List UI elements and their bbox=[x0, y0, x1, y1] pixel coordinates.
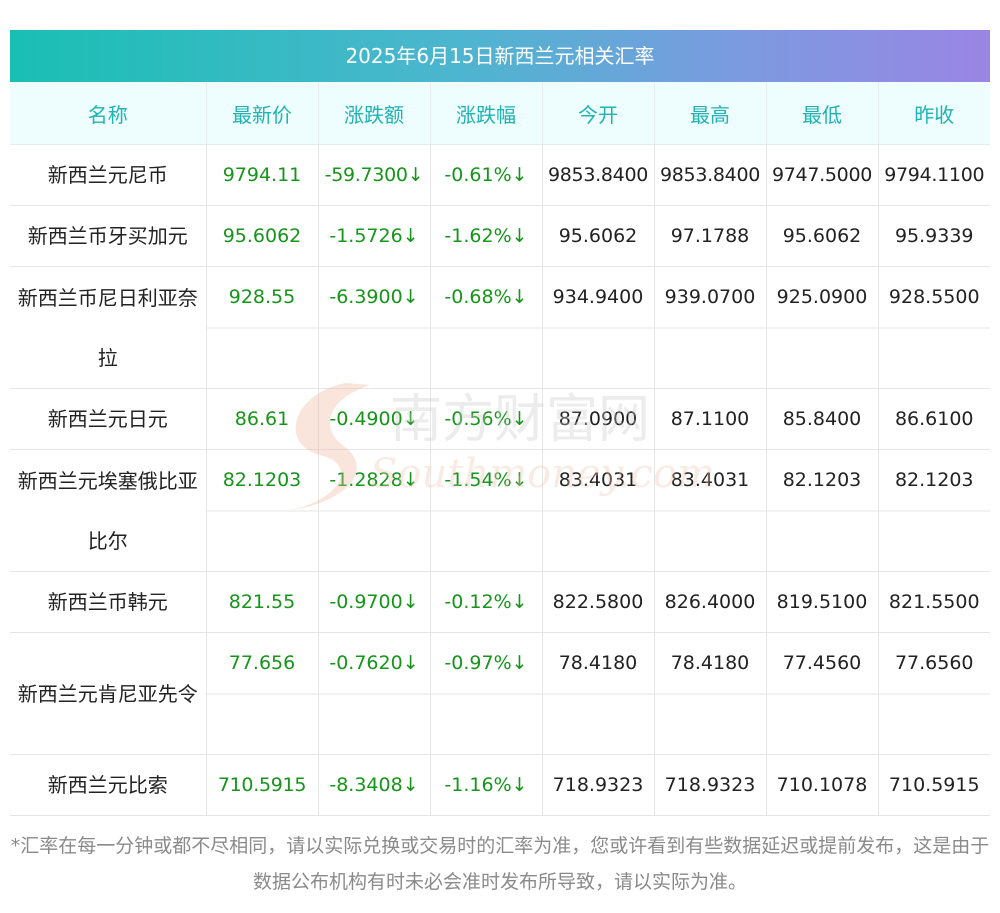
table-row: 新西兰元肯尼亚先令 77.656 -0.7620↓ -0.97%↓ 78.418… bbox=[10, 632, 990, 755]
change-percent: -0.12%↓ bbox=[430, 571, 543, 633]
change-percent: -0.61%↓ bbox=[430, 144, 543, 206]
low-price: 82.1203 bbox=[766, 449, 879, 572]
latest-price: 77.656 bbox=[206, 632, 319, 755]
table-row: 新西兰元比索 710.5915 -8.3408↓ -1.16%↓ 718.932… bbox=[10, 754, 990, 816]
change-amount: -1.5726↓ bbox=[318, 205, 431, 267]
change-amount: -0.9700↓ bbox=[318, 571, 431, 633]
open-price: 934.9400 bbox=[542, 266, 655, 389]
pair-name: 新西兰币尼日利亚奈拉 bbox=[10, 266, 207, 389]
prev-close: 82.1203 bbox=[878, 449, 990, 572]
header-latest: 最新价 bbox=[206, 82, 319, 145]
change-percent: -0.97%↓ bbox=[430, 632, 543, 755]
rate-table: 名称 最新价 涨跌额 涨跌幅 今开 最高 最低 昨收 新西兰元尼币 9794.1… bbox=[10, 82, 990, 816]
change-amount: -1.2828↓ bbox=[318, 449, 431, 572]
header-name: 名称 bbox=[10, 82, 207, 145]
header-row: 名称 最新价 涨跌额 涨跌幅 今开 最高 最低 昨收 bbox=[10, 82, 990, 145]
open-price: 718.9323 bbox=[542, 754, 655, 816]
table-caption: 2025年6月15日新西兰元相关汇率 bbox=[10, 30, 990, 82]
header-prev-close: 昨收 bbox=[878, 82, 990, 145]
prev-close: 9794.1100 bbox=[878, 144, 990, 206]
pair-name: 新西兰币韩元 bbox=[10, 571, 207, 633]
high-price: 78.4180 bbox=[654, 632, 767, 755]
table-row: 新西兰元尼币 9794.11 -59.7300↓ -0.61%↓ 9853.84… bbox=[10, 144, 990, 206]
pair-name: 新西兰币牙买加元 bbox=[10, 205, 207, 267]
high-price: 826.4000 bbox=[654, 571, 767, 633]
latest-price: 821.55 bbox=[206, 571, 319, 633]
header-change-pct: 涨跌幅 bbox=[430, 82, 543, 145]
open-price: 9853.8400 bbox=[542, 144, 655, 206]
table-row: 新西兰元埃塞俄比亚比尔 82.1203 -1.2828↓ -1.54%↓ 83.… bbox=[10, 449, 990, 572]
latest-price: 710.5915 bbox=[206, 754, 319, 816]
change-amount: -0.4900↓ bbox=[318, 388, 431, 450]
low-price: 9747.5000 bbox=[766, 144, 879, 206]
prev-close: 77.6560 bbox=[878, 632, 990, 755]
high-price: 9853.8400 bbox=[654, 144, 767, 206]
header-low: 最低 bbox=[766, 82, 879, 145]
change-amount: -0.7620↓ bbox=[318, 632, 431, 755]
header-change: 涨跌额 bbox=[318, 82, 431, 145]
latest-price: 928.55 bbox=[206, 266, 319, 389]
open-price: 78.4180 bbox=[542, 632, 655, 755]
high-price: 83.4031 bbox=[654, 449, 767, 572]
rate-table-container: 2025年6月15日新西兰元相关汇率 名称 最新价 涨跌额 涨跌幅 今开 最高 … bbox=[10, 30, 990, 816]
change-amount: -8.3408↓ bbox=[318, 754, 431, 816]
pair-name: 新西兰元埃塞俄比亚比尔 bbox=[10, 449, 207, 572]
latest-price: 86.61 bbox=[206, 388, 319, 450]
footnote-disclaimer: *汇率在每一分钟或都不尽相同，请以实际兑换或交易时的汇率为准，您或许看到有些数据… bbox=[10, 835, 990, 893]
prev-close: 86.6100 bbox=[878, 388, 990, 450]
change-amount: -59.7300↓ bbox=[318, 144, 431, 206]
table-row: 新西兰币牙买加元 95.6062 -1.5726↓ -1.62%↓ 95.606… bbox=[10, 205, 990, 267]
pair-name: 新西兰元尼币 bbox=[10, 144, 207, 206]
change-percent: -1.54%↓ bbox=[430, 449, 543, 572]
prev-close: 928.5500 bbox=[878, 266, 990, 389]
high-price: 97.1788 bbox=[654, 205, 767, 267]
table-row: 新西兰币韩元 821.55 -0.9700↓ -0.12%↓ 822.5800 … bbox=[10, 571, 990, 633]
high-price: 87.1100 bbox=[654, 388, 767, 450]
latest-price: 9794.11 bbox=[206, 144, 319, 206]
high-price: 718.9323 bbox=[654, 754, 767, 816]
open-price: 95.6062 bbox=[542, 205, 655, 267]
change-percent: -0.68%↓ bbox=[430, 266, 543, 389]
change-amount: -6.3900↓ bbox=[318, 266, 431, 389]
low-price: 925.0900 bbox=[766, 266, 879, 389]
table-row: 新西兰币尼日利亚奈拉 928.55 -6.3900↓ -0.68%↓ 934.9… bbox=[10, 266, 990, 389]
prev-close: 95.9339 bbox=[878, 205, 990, 267]
open-price: 87.0900 bbox=[542, 388, 655, 450]
latest-price: 82.1203 bbox=[206, 449, 319, 572]
low-price: 819.5100 bbox=[766, 571, 879, 633]
latest-price: 95.6062 bbox=[206, 205, 319, 267]
open-price: 83.4031 bbox=[542, 449, 655, 572]
pair-name: 新西兰元日元 bbox=[10, 388, 207, 450]
pair-name: 新西兰元肯尼亚先令 bbox=[10, 632, 207, 755]
change-percent: -1.16%↓ bbox=[430, 754, 543, 816]
change-percent: -0.56%↓ bbox=[430, 388, 543, 450]
low-price: 85.8400 bbox=[766, 388, 879, 450]
high-price: 939.0700 bbox=[654, 266, 767, 389]
low-price: 710.1078 bbox=[766, 754, 879, 816]
low-price: 77.4560 bbox=[766, 632, 879, 755]
header-open: 今开 bbox=[542, 82, 655, 145]
change-percent: -1.62%↓ bbox=[430, 205, 543, 267]
prev-close: 710.5915 bbox=[878, 754, 990, 816]
open-price: 822.5800 bbox=[542, 571, 655, 633]
table-row: 新西兰元日元 86.61 -0.4900↓ -0.56%↓ 87.0900 87… bbox=[10, 388, 990, 450]
pair-name: 新西兰元比索 bbox=[10, 754, 207, 816]
low-price: 95.6062 bbox=[766, 205, 879, 267]
header-high: 最高 bbox=[654, 82, 767, 145]
prev-close: 821.5500 bbox=[878, 571, 990, 633]
